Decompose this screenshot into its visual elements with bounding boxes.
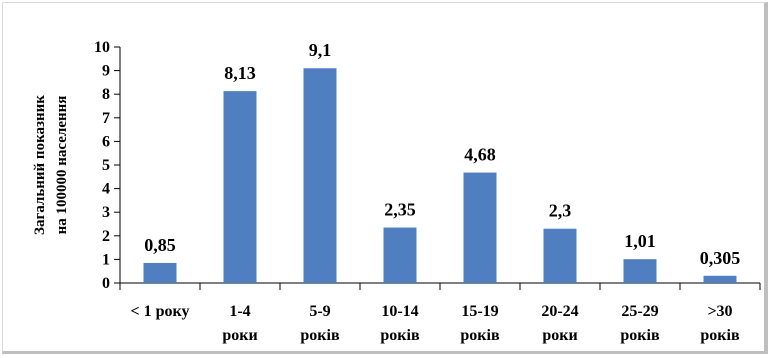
x-tick-label: роки [222,327,257,344]
data-label: 2,3 [549,201,572,221]
y-tick-label: 8 [102,86,110,103]
bar [143,262,177,283]
bar [543,228,577,283]
x-tick-label: 10-14 [381,303,418,320]
x-tick-label: років [300,327,340,344]
bar [463,172,497,283]
x-tick-label: років [700,327,740,344]
data-label: 4,68 [464,145,496,165]
x-tick-label: 1-4 [229,303,250,320]
x-tick-label: років [620,327,660,344]
y-tick-label: 5 [102,157,110,174]
data-label: 1,01 [624,231,656,251]
x-tick-label: 15-19 [461,303,498,320]
data-label: 2,35 [384,200,416,220]
data-label: 9,1 [309,40,332,60]
y-axis-title: Загальний показник на 100000 населення [32,95,70,235]
y-tick-label: 0 [102,275,110,292]
x-tick-label: років [460,327,500,344]
bar [623,259,657,283]
y-tick-label: 4 [102,181,110,198]
data-label: 0,85 [144,235,176,255]
chart-border [2,2,768,354]
x-tick-label: 20-24 [541,303,578,320]
x-tick-label: років [380,327,420,344]
x-tick-label: 25-29 [621,303,658,320]
y-tick-label: 3 [102,204,110,221]
bar [223,91,257,284]
y-tick-label: 2 [102,228,110,245]
x-tick-label: 5-9 [309,303,330,320]
bar [703,275,737,283]
y-tick-label: 10 [94,39,110,56]
y-tick-label: 1 [102,251,110,268]
data-label: 8,13 [224,63,256,83]
y-tick-label: 6 [102,133,110,150]
bar [383,227,417,283]
y-axis-title-line: Загальний показник [32,95,48,235]
x-tick-label: роки [542,327,577,344]
bar [303,68,337,284]
data-label: 0,305 [700,248,741,268]
x-tick-label: < 1 року [130,303,189,320]
y-axis-title-line: на 100000 населення [54,96,70,235]
y-tick-label: 9 [102,63,110,80]
x-tick-label: >30 [707,303,732,320]
y-tick-label: 7 [102,110,110,127]
